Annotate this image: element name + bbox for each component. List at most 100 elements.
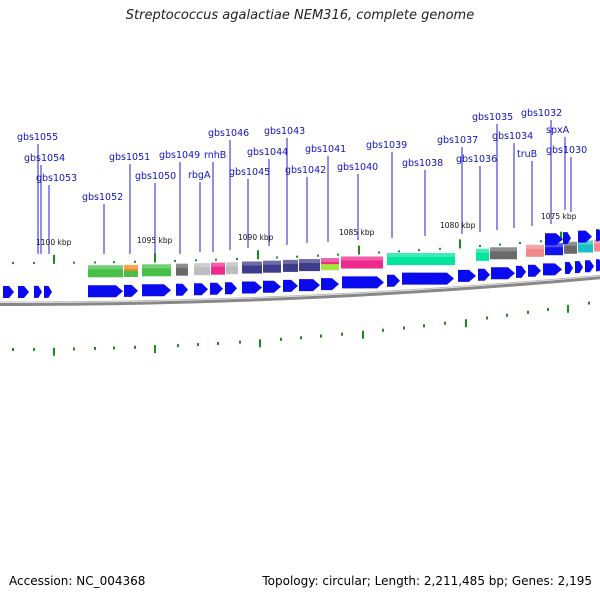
gene-label: gbs1051 xyxy=(109,152,150,163)
gene-arrow xyxy=(34,285,42,298)
gene-label: truB xyxy=(517,149,537,160)
feature-blocks xyxy=(88,239,600,278)
gene-arrow xyxy=(44,285,52,298)
tick-label: 1100 kbp xyxy=(36,238,72,247)
gene-arrow xyxy=(18,286,29,298)
feature-block xyxy=(211,262,225,275)
gene-arrow xyxy=(242,281,262,294)
feature-block-shade xyxy=(263,260,281,265)
gene-arrow xyxy=(528,264,541,277)
gene-arrow xyxy=(263,280,281,293)
feature-block xyxy=(142,264,171,277)
gene-label: gbs1042 xyxy=(285,165,326,176)
tick-labels: 1100 kbp 1095 kbp 1090 kbp 1085 kbp 1080 kbp… xyxy=(36,212,577,247)
gene-arrow xyxy=(176,283,188,296)
gene-label: gbs1045 xyxy=(229,167,270,178)
feature-block xyxy=(564,241,577,254)
backbone-line xyxy=(0,276,600,307)
gene-arrows xyxy=(3,229,600,298)
feature-block-shade xyxy=(283,259,298,264)
gene-arrow xyxy=(585,260,594,273)
feature-block-shade xyxy=(194,263,210,268)
gene-label: gbs1044 xyxy=(247,147,288,158)
feature-block-shade xyxy=(176,263,188,268)
feature-block xyxy=(490,247,517,260)
gene-label: gbs1055 xyxy=(17,132,58,143)
gene-label: gbs1035 xyxy=(472,112,513,123)
gene-arrow xyxy=(565,262,573,274)
gene-label: rbgA xyxy=(188,170,211,181)
gene-label: gbs1049 xyxy=(159,150,200,161)
feature-block-shade xyxy=(142,264,171,269)
tick-label: 1095 kbp xyxy=(137,236,173,245)
gene-label: gbs1032 xyxy=(521,108,562,119)
feature-block-shade xyxy=(476,248,489,253)
accession-text: Accession: NC_004368 xyxy=(9,574,146,588)
gene-arrow xyxy=(225,282,237,295)
feature-block-shade xyxy=(526,244,544,249)
gene-label: gbs1052 xyxy=(82,192,123,203)
gene-label: gbs1050 xyxy=(135,171,176,182)
feature-block xyxy=(176,263,188,276)
gene-label: gbs1037 xyxy=(437,135,478,146)
gene-arrow xyxy=(88,285,123,298)
gene-labels: gbs1055 gbs1054 gbs1053 gbs1052 gbs1051 gbs10… xyxy=(17,108,587,203)
feature-block-shade xyxy=(299,259,320,264)
feature-block-shade xyxy=(124,264,138,269)
gene-arrow xyxy=(124,284,138,297)
gene-arrow xyxy=(387,274,400,287)
gene-arrow xyxy=(543,263,562,276)
gene-arrow xyxy=(299,279,320,292)
feature-block-shade xyxy=(88,265,123,270)
feature-block-shade xyxy=(226,262,238,267)
feature-block-shade xyxy=(594,239,600,244)
gene-arrow xyxy=(142,284,171,297)
map-title: Streptococcus agalactiae NEM316, complet… xyxy=(125,8,475,23)
feature-block xyxy=(299,259,320,272)
gene-label: gbs1054 xyxy=(24,153,65,164)
feature-block xyxy=(321,264,339,271)
feature-block xyxy=(387,253,455,265)
gene-label: spxA xyxy=(546,125,570,136)
feature-block-shade xyxy=(564,241,577,246)
gene-arrow xyxy=(458,269,476,282)
tick-label: 1090 kbp xyxy=(238,233,274,242)
feature-block xyxy=(263,260,281,273)
feature-block xyxy=(578,240,593,253)
feature-block xyxy=(526,244,544,257)
gene-label: gbs1039 xyxy=(366,140,407,151)
gene-arrow xyxy=(283,279,298,292)
feature-block xyxy=(194,263,210,276)
feature-block-shade xyxy=(242,261,262,266)
feature-block xyxy=(242,261,262,274)
gene-label: gbs1030 xyxy=(546,145,587,156)
tick-label: 1085 kbp xyxy=(339,228,375,237)
gene-arrow xyxy=(321,278,339,291)
feature-block-shade xyxy=(321,258,339,263)
feature-block-shade xyxy=(387,253,455,257)
gene-arrow xyxy=(516,265,526,278)
gene-arrow xyxy=(342,276,384,289)
feature-block-shade xyxy=(211,262,225,267)
gene-arrow xyxy=(578,230,592,243)
tick-marks-lower xyxy=(12,301,590,356)
gene-arrow xyxy=(478,268,490,281)
gene-arrow xyxy=(210,282,223,295)
feature-block xyxy=(124,270,138,277)
gene-arrow xyxy=(596,229,600,242)
feature-block-shade xyxy=(490,247,517,252)
feature-block xyxy=(545,243,563,256)
gene-label: gbs1041 xyxy=(305,144,346,155)
gene-arrow xyxy=(3,286,14,298)
feature-block xyxy=(283,259,298,272)
gene-arrow xyxy=(194,283,208,296)
gene-label: gbs1053 xyxy=(36,173,77,184)
genome-backbone xyxy=(0,274,600,307)
gene-label: rnhB xyxy=(204,150,226,161)
gene-arrow xyxy=(402,272,454,285)
gene-label: gbs1038 xyxy=(402,158,443,169)
gene-arrow xyxy=(545,233,563,246)
genome-summary-text: Topology: circular; Length: 2,211,485 bp… xyxy=(262,574,592,588)
gene-arrow xyxy=(563,232,571,245)
